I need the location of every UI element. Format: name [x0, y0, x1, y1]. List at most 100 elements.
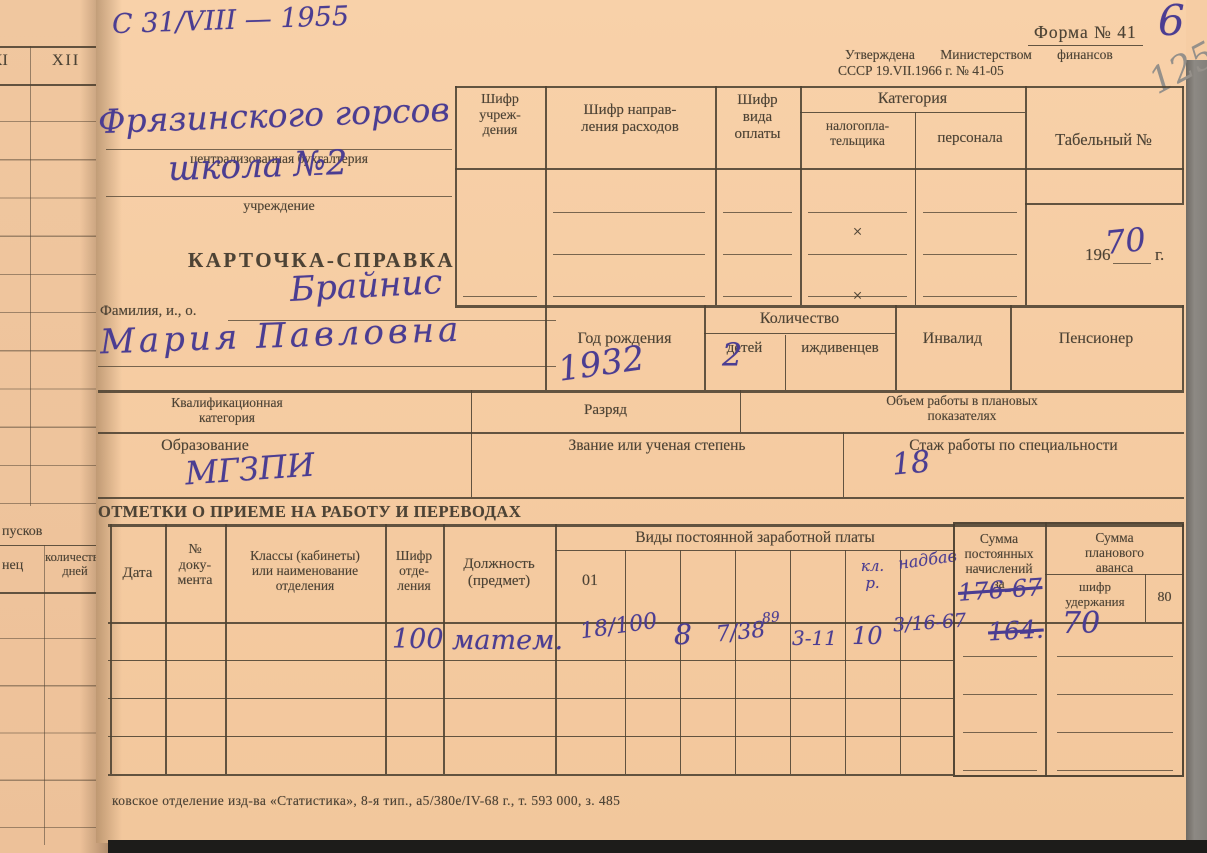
print-imprint: ковское отделение изд-ва «Статистика», 8… — [112, 793, 621, 808]
form-number-label: Форма № 41 — [1028, 22, 1143, 46]
row-lines — [0, 84, 106, 506]
table-line — [455, 86, 457, 305]
table-line — [555, 524, 557, 774]
col-institution-code: Шифр учреж- дения — [479, 92, 521, 139]
scan-bottom-edge — [108, 840, 1207, 853]
month-col-xi: XI — [0, 52, 8, 69]
table-line — [108, 698, 953, 700]
table-line — [108, 524, 1184, 527]
table-line — [1025, 86, 1027, 305]
table-line — [108, 622, 1184, 624]
hw-form-digit: 6 — [1158, 0, 1185, 45]
table-line — [1010, 305, 1012, 390]
name-label: Фамилия, и., о. — [100, 303, 197, 319]
approved-line-1: Утверждена Министерством финансов — [845, 47, 1113, 62]
col-tab-number: Табельный № — [1055, 130, 1152, 149]
table-line — [895, 305, 897, 390]
col-taxpayer: налогопла- тельщика — [825, 118, 890, 149]
card-title: КАРТОЧКА-СПРАВКА — [188, 248, 456, 272]
table-line — [108, 774, 953, 776]
deduction-code-value: 80 — [1157, 590, 1172, 605]
table-line — [455, 305, 1184, 308]
table-line — [455, 86, 1184, 89]
table-line — [108, 660, 953, 662]
days-count-label: количество дней — [45, 550, 105, 578]
work-volume-label: Объем работы в плановых показателях — [886, 393, 1038, 424]
sums-box — [953, 522, 1184, 777]
quantity-label: Количество — [759, 310, 840, 327]
hw-dept-code: 100 — [392, 624, 444, 655]
hw-sum-total: 176-67 — [957, 573, 1044, 607]
table-line — [108, 736, 953, 738]
table-line — [545, 86, 547, 305]
table-line — [385, 524, 387, 774]
sum-charges-label: Сумма постоянных начислений за — [964, 531, 1034, 592]
table-line — [110, 524, 112, 774]
table-line — [1182, 86, 1184, 203]
table-line — [98, 432, 1184, 434]
divider-line — [0, 592, 106, 594]
hw-pay-3-superscript: 89 — [761, 609, 781, 627]
approved-line-2: СССР 19.VII.1966 г. № 41-05 — [838, 63, 1004, 78]
card-paper — [96, 0, 1192, 843]
divider-line — [30, 46, 31, 506]
date-col-label: Дата — [122, 565, 153, 581]
hw-pay-5: 10 — [852, 622, 883, 650]
birth-year-label: Год рождения — [577, 330, 672, 347]
table-line — [225, 524, 227, 774]
table-line — [915, 112, 917, 305]
table-line — [704, 333, 895, 335]
divider-line — [44, 545, 45, 845]
end-label-fragment: нец — [2, 558, 24, 573]
work-section-title: ОТМЕТКИ О ПРИЕМЕ НА РАБОТУ И ПЕРЕВОДАХ — [98, 502, 522, 521]
accounting-caption: централизованная бухгалтерия — [190, 151, 368, 166]
table-line — [1145, 574, 1147, 622]
divider-line — [0, 84, 106, 86]
table-line — [704, 305, 706, 390]
table-line — [800, 86, 802, 305]
col-category: Категория — [877, 90, 948, 107]
table-line — [715, 86, 717, 305]
hw-year: 70 — [1103, 219, 1148, 263]
invalid-label: Инвалид — [922, 330, 983, 347]
grade-label: Разряд — [584, 402, 627, 418]
paper-corner — [1186, 0, 1207, 62]
underlying-page — [0, 0, 112, 853]
hw-pay-2: 8 — [674, 618, 692, 651]
table-line — [545, 305, 547, 390]
scan-right-edge — [1186, 60, 1207, 843]
classes-col-label: Классы (кабинеты) или наименование отдел… — [250, 548, 360, 594]
hw-position: матем. — [452, 625, 564, 656]
cross-mark: × — [852, 222, 863, 241]
table-line — [98, 497, 1184, 499]
hw-institution-name: школа №2 — [167, 142, 349, 190]
table-line — [98, 390, 1184, 393]
dependents-label: иждивенцев — [801, 340, 879, 356]
divider-line — [0, 545, 106, 547]
qualification-category-label: Квалификационная категория — [171, 395, 283, 426]
table-line — [845, 550, 847, 774]
degree-label: Звание или ученая степень — [568, 437, 746, 454]
table-line — [680, 550, 682, 774]
table-line — [843, 432, 845, 497]
row-lines — [0, 592, 106, 842]
table-line — [471, 390, 473, 432]
table-line — [443, 524, 445, 774]
table-line — [740, 390, 742, 432]
hw-experience-years: 18 — [890, 444, 932, 483]
salary-kinds-span-label: Виды постоянной заработной платы — [635, 529, 875, 546]
hw-sum-crossed-out: 164. — [987, 614, 1045, 647]
table-line — [455, 168, 1184, 171]
table-line — [625, 550, 627, 774]
institution-caption: учреждение — [243, 199, 315, 214]
col-personnel: персонала — [937, 130, 1003, 146]
pensioner-label: Пенсионер — [1058, 330, 1134, 347]
card-left-crease — [96, 0, 122, 843]
doc-number-col-label: № доку- мента — [177, 542, 213, 589]
position-col-label: Должность (предмет) — [463, 556, 535, 589]
deduction-code-label: шифр удержания — [1065, 579, 1125, 609]
table-line — [800, 112, 1025, 114]
salary-col-01: 01 — [582, 572, 598, 589]
children-label: детей — [726, 340, 763, 356]
